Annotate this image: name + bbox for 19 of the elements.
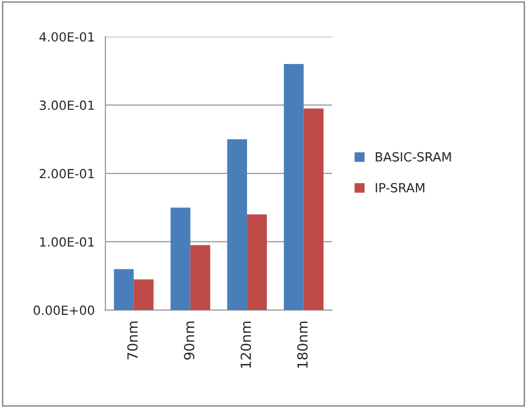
y-tick-label: 0.00E+00: [34, 306, 94, 316]
bar: [304, 108, 324, 310]
legend-label: IP-SRAM: [376, 182, 424, 192]
x-tick-label: 70nm: [127, 322, 138, 360]
legend-label: BASIC-SRAM: [376, 152, 451, 162]
bar: [247, 214, 267, 310]
y-tick-label: 2.00E-01: [40, 168, 94, 178]
bar: [190, 245, 210, 310]
y-tick-label: 1.00E-01: [40, 237, 94, 247]
y-tick-label: 4.00E-01: [39, 32, 94, 42]
bar: [134, 279, 154, 310]
bar: [114, 269, 134, 310]
x-tick-label: 120nm: [240, 322, 252, 368]
y-tick-label: 3.00E-01: [40, 100, 94, 110]
x-tick-label: 180nm: [297, 322, 308, 368]
bar: [284, 64, 304, 310]
bar: [227, 139, 248, 310]
x-tick-label: 90nm: [184, 322, 194, 360]
bar: [170, 208, 190, 310]
